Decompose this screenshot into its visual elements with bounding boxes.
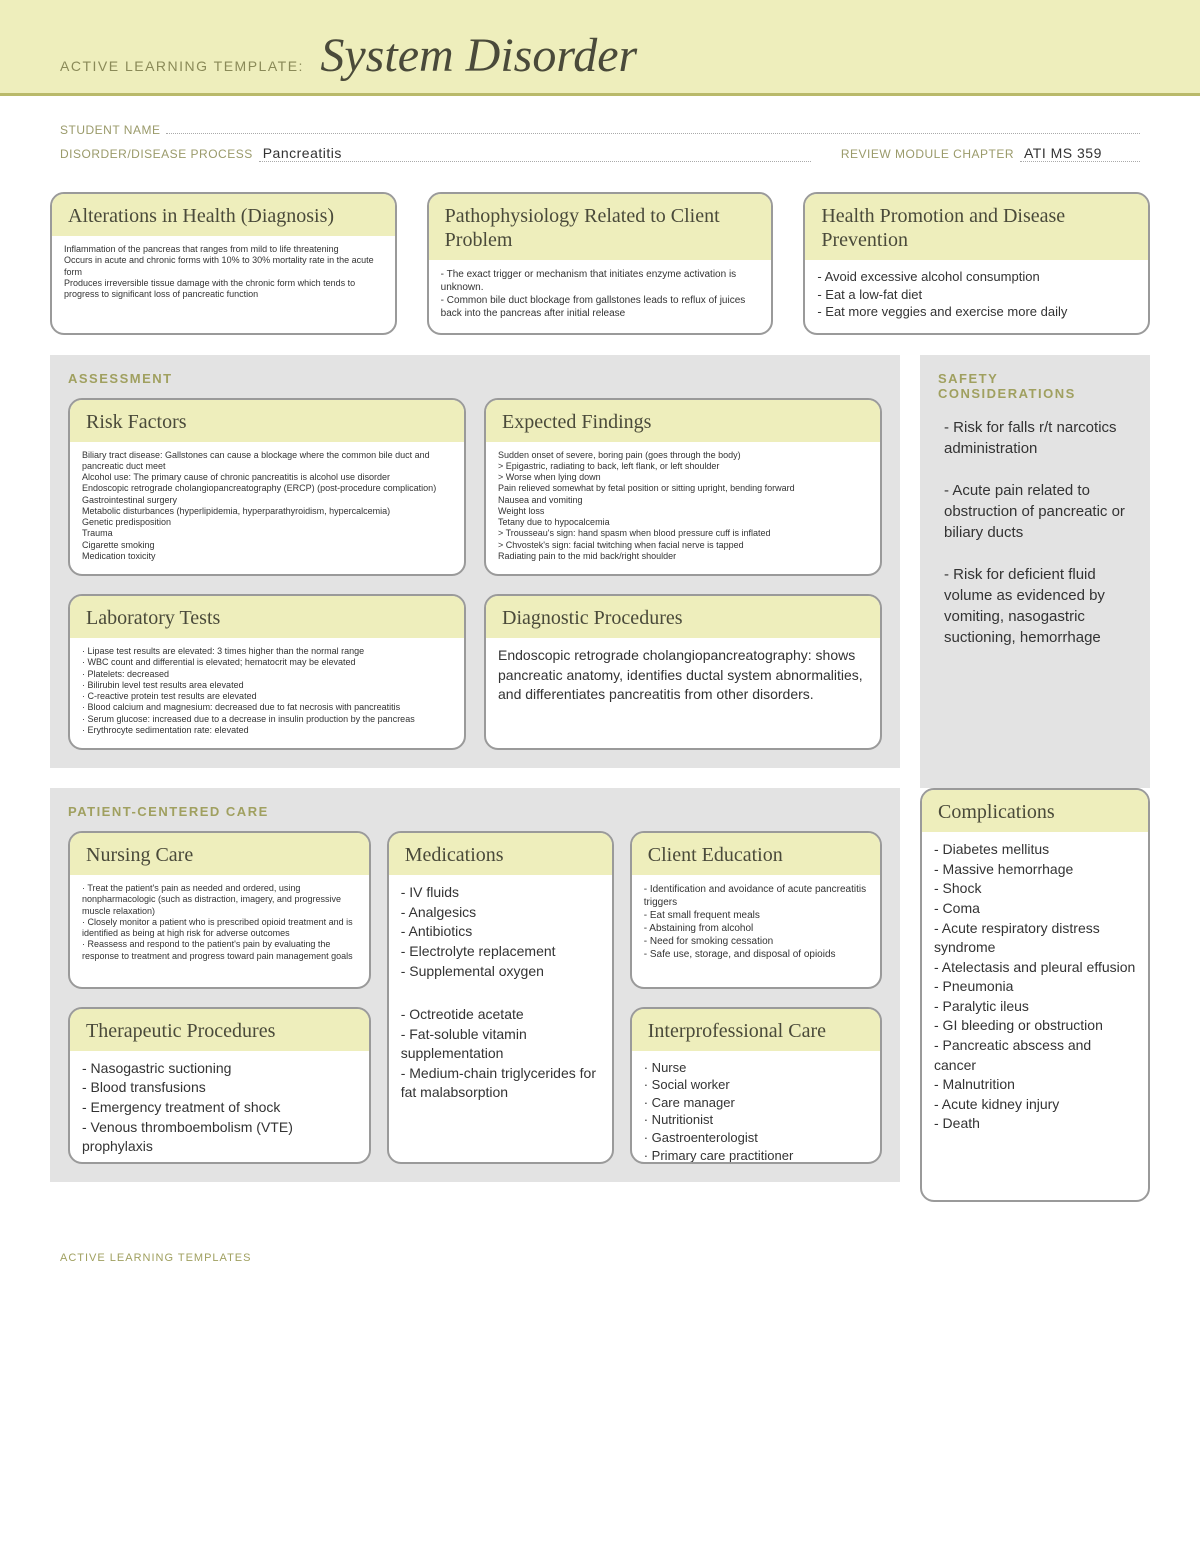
edu-card: Client Education - Identification and av… xyxy=(630,831,882,989)
chapter-value: ATI MS 359 xyxy=(1020,145,1140,162)
assessment-block: ASSESSMENT Risk Factors Biliary tract di… xyxy=(50,355,900,769)
meds-body: - IV fluids - Analgesics - Antibiotics -… xyxy=(389,875,612,999)
complications-body: - Diabetes mellitus - Massive hemorrhage… xyxy=(922,832,1148,1146)
disorder-label: DISORDER/DISEASE PROCESS xyxy=(60,147,253,161)
meds-card: Medications - IV fluids - Analgesics - A… xyxy=(387,831,614,1164)
inter-body: · Nurse · Social worker · Care manager ·… xyxy=(632,1051,880,1165)
page: ACTIVE LEARNING TEMPLATE: System Disorde… xyxy=(0,0,1200,1284)
labs-body: · Lipase test results are elevated: 3 ti… xyxy=(70,638,464,748)
health-promo-card: Health Promotion and Disease Prevention … xyxy=(803,192,1150,335)
patho-body: - The exact trigger or mechanism that in… xyxy=(429,260,772,332)
patho-card: Pathophysiology Related to Client Proble… xyxy=(427,192,774,335)
banner: ACTIVE LEARNING TEMPLATE: System Disorde… xyxy=(0,0,1200,96)
edu-title: Client Education xyxy=(632,833,880,875)
nursing-body: · Treat the patient's pain as needed and… xyxy=(70,875,369,974)
meds-body2: - Octreotide acetate - Fat-soluble vitam… xyxy=(389,999,612,1115)
risk-card: Risk Factors Biliary tract disease: Gall… xyxy=(68,398,466,577)
diag-title: Diagnostic Procedures xyxy=(486,596,880,638)
pcc-block: PATIENT-CENTERED CARE Nursing Care · Tre… xyxy=(50,788,900,1182)
findings-body: Sudden onset of severe, boring pain (goe… xyxy=(486,442,880,575)
chapter-label: REVIEW MODULE CHAPTER xyxy=(841,147,1014,161)
footer-text: ACTIVE LEARNING TEMPLATES xyxy=(0,1232,1200,1284)
meta-block: STUDENT NAME DISORDER/DISEASE PROCESS Pa… xyxy=(0,96,1200,172)
health-promo-body: - Avoid excessive alcohol consumption - … xyxy=(805,260,1148,333)
safety-label: SAFETY CONSIDERATIONS xyxy=(938,371,1132,401)
alterations-title: Alterations in Health (Diagnosis) xyxy=(52,194,395,236)
pcc-label: PATIENT-CENTERED CARE xyxy=(68,804,882,819)
assessment-row: ASSESSMENT Risk Factors Biliary tract di… xyxy=(50,355,1150,789)
meds-title: Medications xyxy=(389,833,612,875)
complications-card: Complications - Diabetes mellitus - Mass… xyxy=(920,788,1150,1202)
proc-card: Therapeutic Procedures - Nasogastric suc… xyxy=(68,1007,371,1165)
banner-title: System Disorder xyxy=(320,28,637,83)
risk-title: Risk Factors xyxy=(70,400,464,442)
complications-title: Complications xyxy=(922,790,1148,832)
diag-body: Endoscopic retrograde cholangiopancreato… xyxy=(486,638,880,717)
findings-title: Expected Findings xyxy=(486,400,880,442)
pcc-row: PATIENT-CENTERED CARE Nursing Care · Tre… xyxy=(50,788,1150,1202)
content: Alterations in Health (Diagnosis) Inflam… xyxy=(0,172,1200,1232)
edu-body: - Identification and avoidance of acute … xyxy=(632,875,880,973)
student-name-value xyxy=(166,118,1140,134)
top-row: Alterations in Health (Diagnosis) Inflam… xyxy=(50,192,1150,335)
patho-title: Pathophysiology Related to Client Proble… xyxy=(429,194,772,260)
diag-card: Diagnostic Procedures Endoscopic retrogr… xyxy=(484,594,882,750)
risk-body: Biliary tract disease: Gallstones can ca… xyxy=(70,442,464,575)
safety-block: SAFETY CONSIDERATIONS - Risk for falls r… xyxy=(920,355,1150,789)
findings-card: Expected Findings Sudden onset of severe… xyxy=(484,398,882,577)
inter-title: Interprofessional Care xyxy=(632,1009,880,1051)
nursing-card: Nursing Care · Treat the patient's pain … xyxy=(68,831,371,989)
alterations-body: Inflammation of the pancreas that ranges… xyxy=(52,236,395,312)
nursing-title: Nursing Care xyxy=(70,833,369,875)
inter-card: Interprofessional Care · Nurse · Social … xyxy=(630,1007,882,1165)
health-promo-title: Health Promotion and Disease Prevention xyxy=(805,194,1148,260)
alterations-card: Alterations in Health (Diagnosis) Inflam… xyxy=(50,192,397,335)
student-name-label: STUDENT NAME xyxy=(60,123,160,137)
disorder-value: Pancreatitis xyxy=(259,145,811,162)
labs-title: Laboratory Tests xyxy=(70,596,464,638)
safety-body: - Risk for falls r/t narcotics administr… xyxy=(938,413,1132,652)
labs-card: Laboratory Tests · Lipase test results a… xyxy=(68,594,466,750)
proc-title: Therapeutic Procedures xyxy=(70,1009,369,1051)
proc-body: - Nasogastric suctioning - Blood transfu… xyxy=(70,1051,369,1165)
banner-label: ACTIVE LEARNING TEMPLATE: xyxy=(60,58,304,74)
assessment-label: ASSESSMENT xyxy=(68,371,882,386)
